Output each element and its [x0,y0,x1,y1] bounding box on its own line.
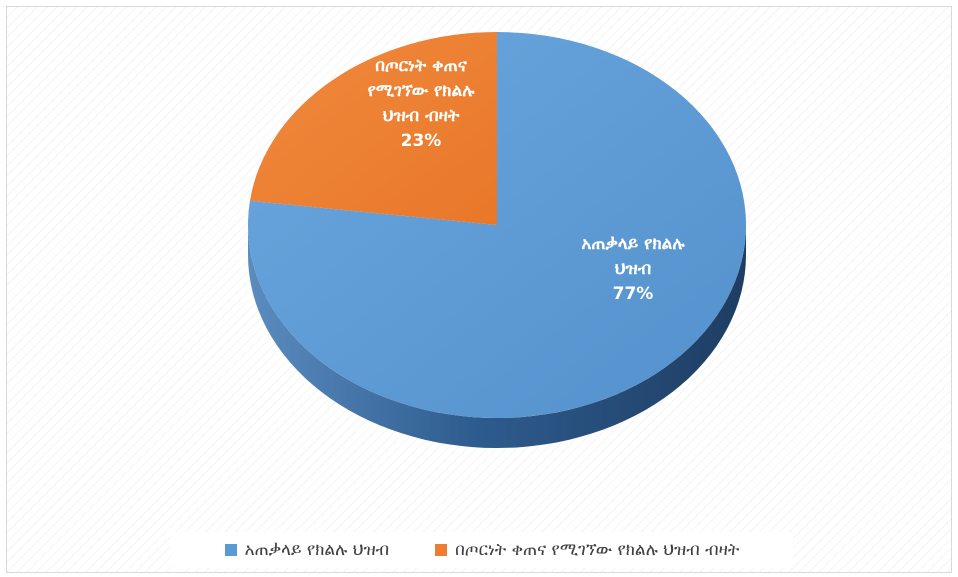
legend-swatch [224,544,237,556]
legend-label: በጦርነት ቀጠና የሚገኘው የክልሉ ህዝብ ብዛት [455,540,740,560]
legend-item: በጦርነት ቀጠና የሚገኘው የክልሉ ህዝብ ብዛት [435,540,739,560]
data-label: አጠቃላይ የክልሉ ህዝብ 77% [581,234,685,304]
legend-swatch [435,544,448,556]
legend-item: አጠቃላይ የክልሉ ህዝብ [224,540,390,560]
legend-label: አጠቃላይ የክልሉ ህዝብ [244,540,390,560]
pie-slice [249,32,497,225]
pie-chart: አጠቃላይ የክልሉ ህዝብ 77% በጦርነት ቀጠና የሚገኘው የክልሉ ህዝብ ብ… [248,32,747,448]
data-label: በጦርነት ቀጠና የሚገኘው የክልሉ ህዝብ ብዛት 23% [368,56,476,151]
pie-slice-side [248,225,746,448]
legend: አጠቃላይ የክልሉ ህዝብ በጦርነት ቀጠና የሚገኘው የክልሉ ህዝብ … [171,532,793,568]
chart-area: አጠቃላይ የክልሉ ህዝብ 77% በጦርነት ቀጠና የሚገኘው የክልሉ ህዝብ ብ… [6,6,952,573]
